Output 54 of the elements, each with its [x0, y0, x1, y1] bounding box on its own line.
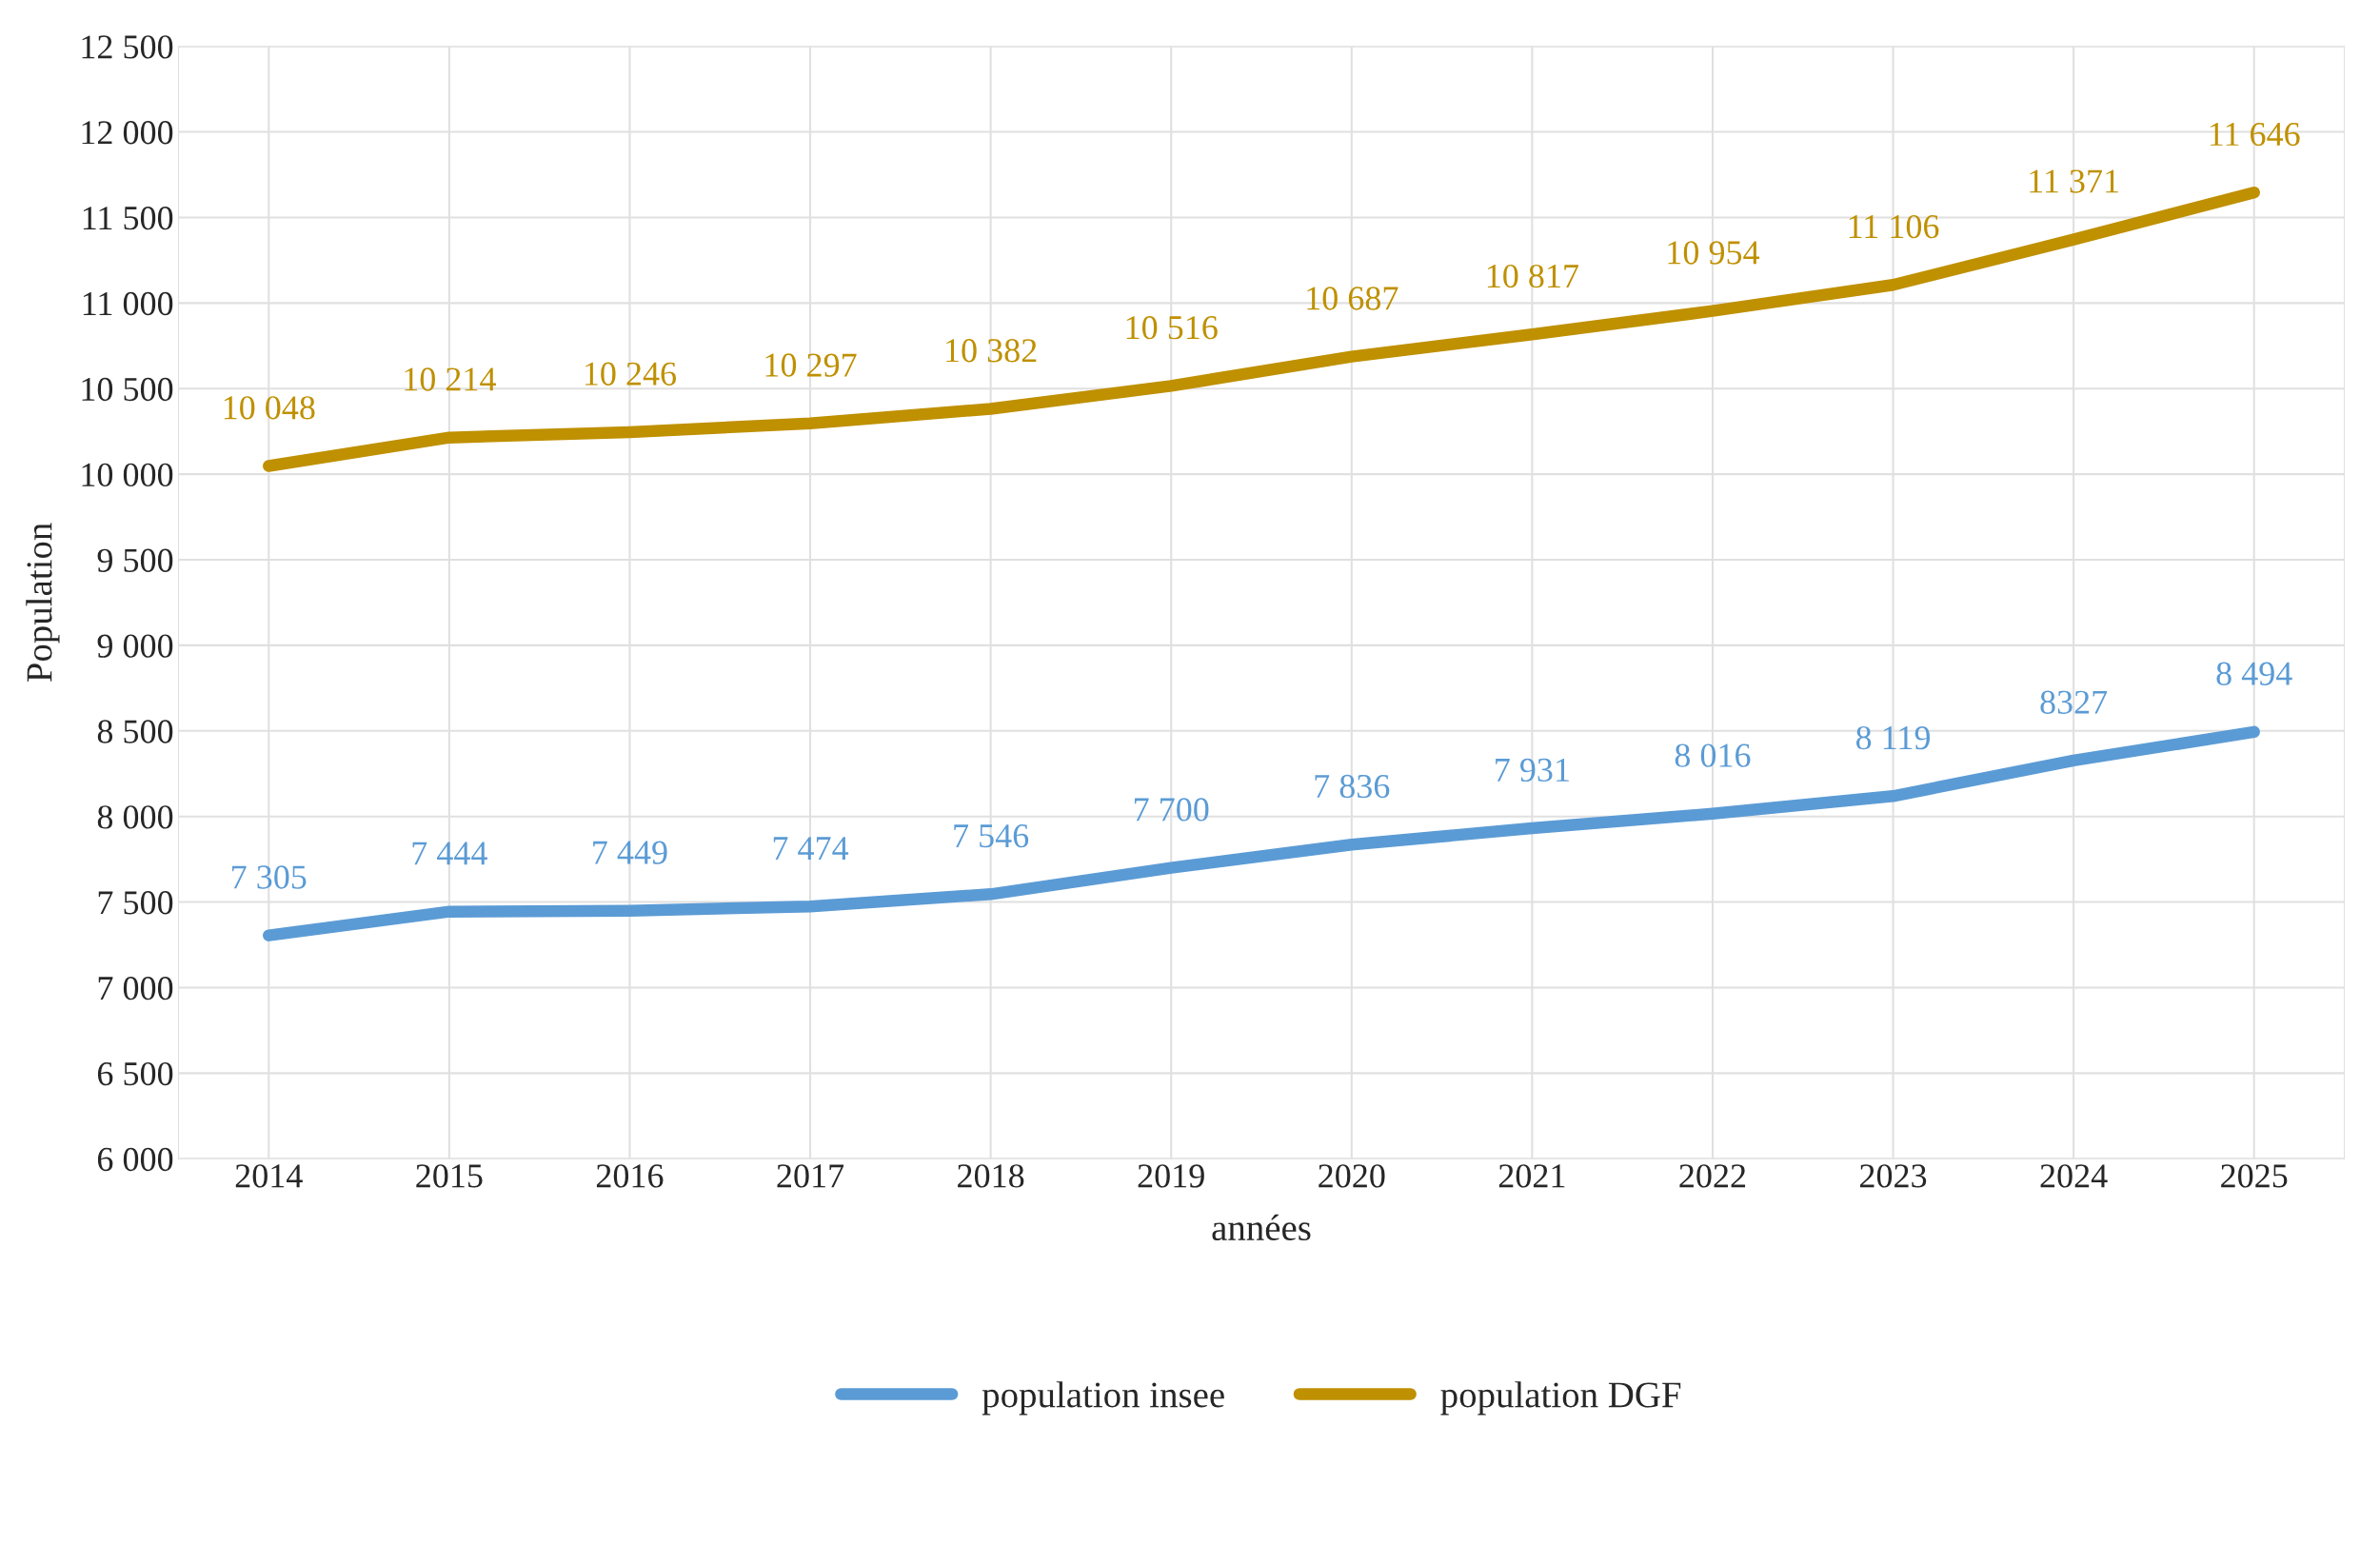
data-label: 8327	[2040, 690, 2108, 714]
y-tick-label: 8 500	[97, 720, 173, 743]
y-tick-label: 9 000	[97, 634, 173, 658]
y-tick-label: 10 500	[82, 377, 173, 402]
data-label: 8 494	[2216, 662, 2292, 685]
y-tick-label: 11 000	[83, 291, 173, 316]
data-label: 8 016	[1675, 743, 1751, 767]
x-tick-label: 2024	[2040, 1164, 2108, 1188]
data-label: 11 106	[1849, 214, 1939, 239]
data-label: 10 297	[765, 353, 857, 377]
data-label: 7 836	[1315, 774, 1390, 799]
y-tick-label: 12 000	[82, 121, 173, 145]
data-label: 10 817	[1487, 264, 1578, 288]
x-axis-title: années	[1212, 1214, 1311, 1241]
y-tick-label: 6 000	[97, 1147, 173, 1172]
y-tick-label: 6 500	[97, 1061, 173, 1086]
data-label: 10 048	[224, 396, 315, 420]
x-tick-label: 2015	[416, 1164, 483, 1188]
x-tick-label: 2025	[2221, 1164, 2288, 1188]
y-tick-label: 11 500	[83, 206, 173, 230]
data-label: 10 954	[1668, 241, 1760, 265]
x-tick-label: 2022	[1679, 1164, 1746, 1188]
x-tick-label: 2023	[1860, 1164, 1927, 1188]
x-tick-label: 2018	[958, 1164, 1024, 1188]
data-label: 10 246	[585, 362, 677, 386]
legend-label: population DGF	[1440, 1381, 1681, 1416]
y-tick-label: 8 000	[97, 805, 173, 829]
y-tick-label: 12 500	[82, 35, 173, 59]
data-label: 10 214	[405, 367, 496, 391]
data-label: 7 474	[773, 837, 849, 860]
data-label: 10 382	[946, 339, 1037, 363]
y-tick-label: 7 000	[98, 976, 173, 1000]
y-tick-label: 10 000	[82, 463, 173, 487]
x-tick-label: 2017	[777, 1164, 844, 1188]
x-tick-label: 2019	[1138, 1164, 1204, 1188]
x-tick-label: 2014	[235, 1164, 303, 1188]
data-label: 8 119	[1855, 725, 1931, 750]
data-label: 7 449	[593, 841, 667, 864]
data-label: 10 516	[1126, 316, 1218, 340]
data-label: 7 444	[412, 842, 487, 865]
data-label: 10 687	[1307, 287, 1398, 310]
data-label: 7 305	[232, 865, 307, 889]
y-axis-title: Population	[26, 523, 60, 683]
data-label: 7 931	[1496, 758, 1569, 782]
legend-label: population insee	[982, 1381, 1224, 1416]
data-label: 11 371	[2030, 169, 2118, 193]
x-tick-label: 2020	[1319, 1164, 1385, 1188]
y-tick-label: 9 500	[97, 548, 173, 572]
data-label: 11 646	[2210, 122, 2300, 147]
x-tick-label: 2021	[1498, 1164, 1565, 1188]
data-label: 7 546	[954, 824, 1029, 848]
y-tick-label: 7 500	[98, 891, 173, 915]
data-label: 7 700	[1134, 798, 1209, 822]
x-tick-label: 2016	[596, 1164, 664, 1188]
